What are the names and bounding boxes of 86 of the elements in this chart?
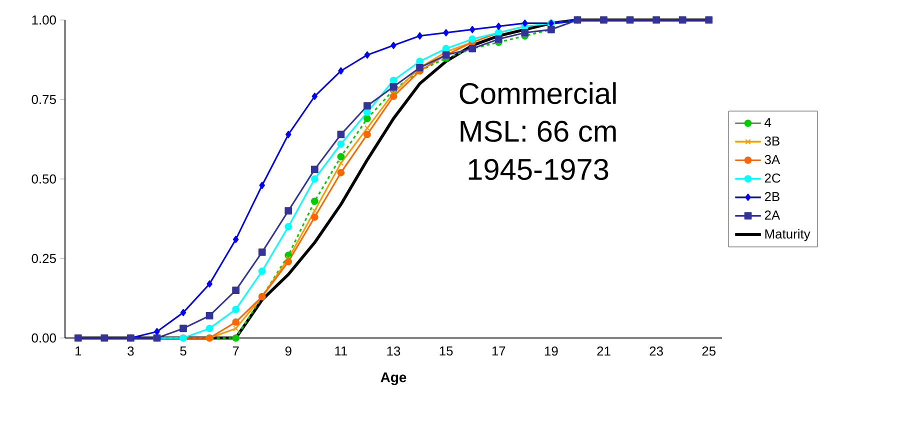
point (364, 108, 371, 116)
point (364, 102, 371, 110)
point (338, 67, 344, 75)
legend-label: 3A (764, 154, 780, 164)
y-tick-label: 0.00 (32, 333, 56, 343)
point (232, 334, 240, 342)
point (100, 334, 108, 342)
point (522, 19, 528, 27)
x-tick-label: 23 (650, 346, 663, 356)
point (364, 114, 371, 122)
point (154, 328, 160, 336)
point (206, 280, 212, 288)
point (206, 324, 214, 332)
legend-label: 3B (764, 136, 780, 146)
point (469, 26, 476, 34)
x-axis-title: Age (380, 372, 406, 386)
point (232, 306, 240, 314)
point (337, 153, 345, 160)
y-tick-label: 0.75 (32, 94, 56, 104)
x-tick-label: 25 (702, 346, 716, 356)
point (232, 236, 239, 244)
legend-label: Maturity (765, 229, 810, 242)
legend-label: 2A (764, 210, 780, 220)
x-tick-label: 5 (180, 346, 186, 356)
point (364, 130, 371, 138)
x-tick-label: 17 (492, 346, 506, 356)
point (180, 324, 187, 332)
x-tick-label: 1 (76, 346, 82, 356)
point (442, 44, 450, 52)
point (74, 334, 82, 342)
x-tick-label: 13 (387, 346, 400, 356)
point (284, 258, 292, 266)
point (390, 92, 398, 100)
point (390, 76, 398, 84)
point (337, 130, 345, 138)
point (312, 208, 318, 214)
point (496, 22, 502, 30)
point (468, 35, 476, 43)
annotation: 1945-1973 (468, 158, 608, 180)
point (600, 16, 608, 24)
point (390, 83, 398, 90)
point (416, 32, 423, 40)
legend-label: 4 (764, 118, 772, 127)
point (258, 268, 266, 275)
point (206, 312, 214, 320)
point (259, 182, 265, 190)
point (284, 207, 292, 214)
point (284, 223, 292, 230)
x-tick-label: 9 (285, 346, 292, 356)
point (310, 175, 318, 183)
annotation: Commercial (460, 82, 616, 104)
x-tick-label: 21 (597, 346, 610, 356)
x-tick-label: 11 (335, 346, 348, 356)
point (338, 160, 344, 166)
y-tick-label: 0.25 (32, 254, 56, 264)
point (258, 248, 266, 256)
point (678, 16, 686, 24)
legend-label: 2B (764, 192, 780, 202)
point (312, 92, 318, 100)
point (390, 42, 396, 50)
point (310, 198, 318, 205)
point (521, 29, 529, 36)
y-tick-label: 1.00 (32, 15, 56, 25)
x-tick-label: 3 (128, 346, 134, 356)
x-tick-label: 7 (232, 346, 239, 356)
x-tick-label: 15 (440, 346, 453, 356)
point (180, 308, 186, 316)
point (232, 286, 240, 294)
point (285, 130, 292, 138)
legend-label: 2C (764, 173, 780, 183)
point (310, 166, 318, 174)
point (233, 326, 239, 332)
point (364, 125, 370, 131)
annotation: MSL: 66 cm (460, 120, 616, 142)
point (443, 29, 449, 36)
point (652, 16, 660, 24)
y-tick-label: 0.50 (32, 174, 56, 184)
point (337, 168, 345, 176)
point (705, 16, 713, 24)
point (494, 35, 502, 43)
point (310, 213, 318, 221)
point (232, 318, 240, 326)
x-tick-label: 19 (544, 346, 558, 356)
point (337, 140, 345, 148)
point (626, 16, 634, 24)
point (364, 51, 370, 59)
